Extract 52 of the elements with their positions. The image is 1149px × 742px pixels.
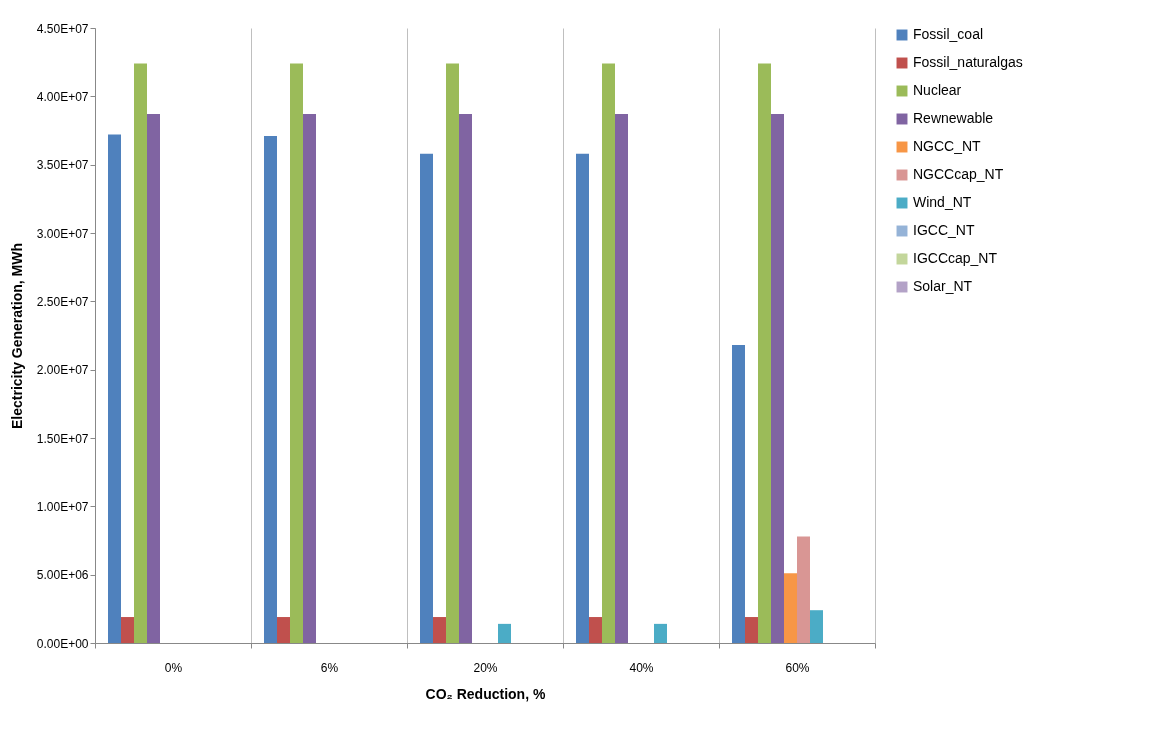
bar — [303, 114, 316, 643]
bar — [121, 617, 134, 643]
bar — [459, 114, 472, 643]
legend-label: IGCC_NT — [913, 222, 975, 238]
bar — [147, 114, 160, 643]
bar — [589, 617, 602, 643]
legend-label: IGCCcap_NT — [913, 250, 998, 266]
y-tick-label: 2.00E+07 — [36, 363, 89, 378]
bar — [433, 617, 446, 643]
bar — [615, 114, 628, 643]
x-tick-label: 6% — [320, 660, 339, 675]
x-tick-label: 20% — [473, 660, 498, 675]
legend-label: Nuclear — [913, 82, 962, 98]
bar — [134, 63, 147, 643]
bar — [745, 617, 758, 643]
y-tick-label: 3.50E+07 — [36, 158, 89, 173]
bar — [602, 63, 615, 643]
y-tick-label: 3.00E+07 — [36, 226, 89, 241]
legend-label: NGCC_NT — [913, 138, 982, 154]
bar — [810, 610, 823, 643]
y-tick-label: 4.00E+07 — [36, 89, 89, 104]
legend-label: Fossil_naturalgas — [913, 54, 1023, 70]
x-tick-label: 60% — [785, 660, 810, 675]
legend-label: Rewnewable — [913, 110, 994, 126]
bar — [498, 623, 511, 643]
bar — [758, 63, 771, 643]
y-tick-label: 4.50E+07 — [36, 21, 89, 36]
bar — [784, 573, 797, 643]
legend-label: Fossil_coal — [913, 26, 984, 42]
bar — [264, 135, 277, 643]
x-tick-label: 40% — [629, 660, 654, 675]
bar — [771, 114, 784, 643]
y-tick-label: 0.00E+00 — [36, 636, 89, 651]
x-tick-label: 0% — [164, 660, 183, 675]
bar — [108, 134, 121, 643]
bar — [446, 63, 459, 643]
y-tick-label: 1.00E+07 — [36, 499, 89, 514]
bar — [654, 623, 667, 643]
legend-label: Solar_NT — [913, 278, 973, 294]
bar — [576, 153, 589, 643]
y-tick-label: 5.00E+06 — [36, 568, 89, 583]
bar — [420, 153, 433, 643]
y-tick-label: 1.50E+07 — [36, 431, 89, 446]
legend-label: Wind_NT — [913, 194, 972, 210]
y-tick-label: 2.50E+07 — [36, 294, 89, 309]
bar — [290, 63, 303, 643]
bar — [797, 536, 810, 643]
bar — [732, 345, 745, 643]
legend-label: NGCCcap_NT — [913, 166, 1004, 182]
x-axis-title: CO₂ Reduction, % — [425, 685, 546, 702]
y-axis-title: Electricity Generation, MWh — [8, 243, 25, 429]
bar — [277, 617, 290, 643]
